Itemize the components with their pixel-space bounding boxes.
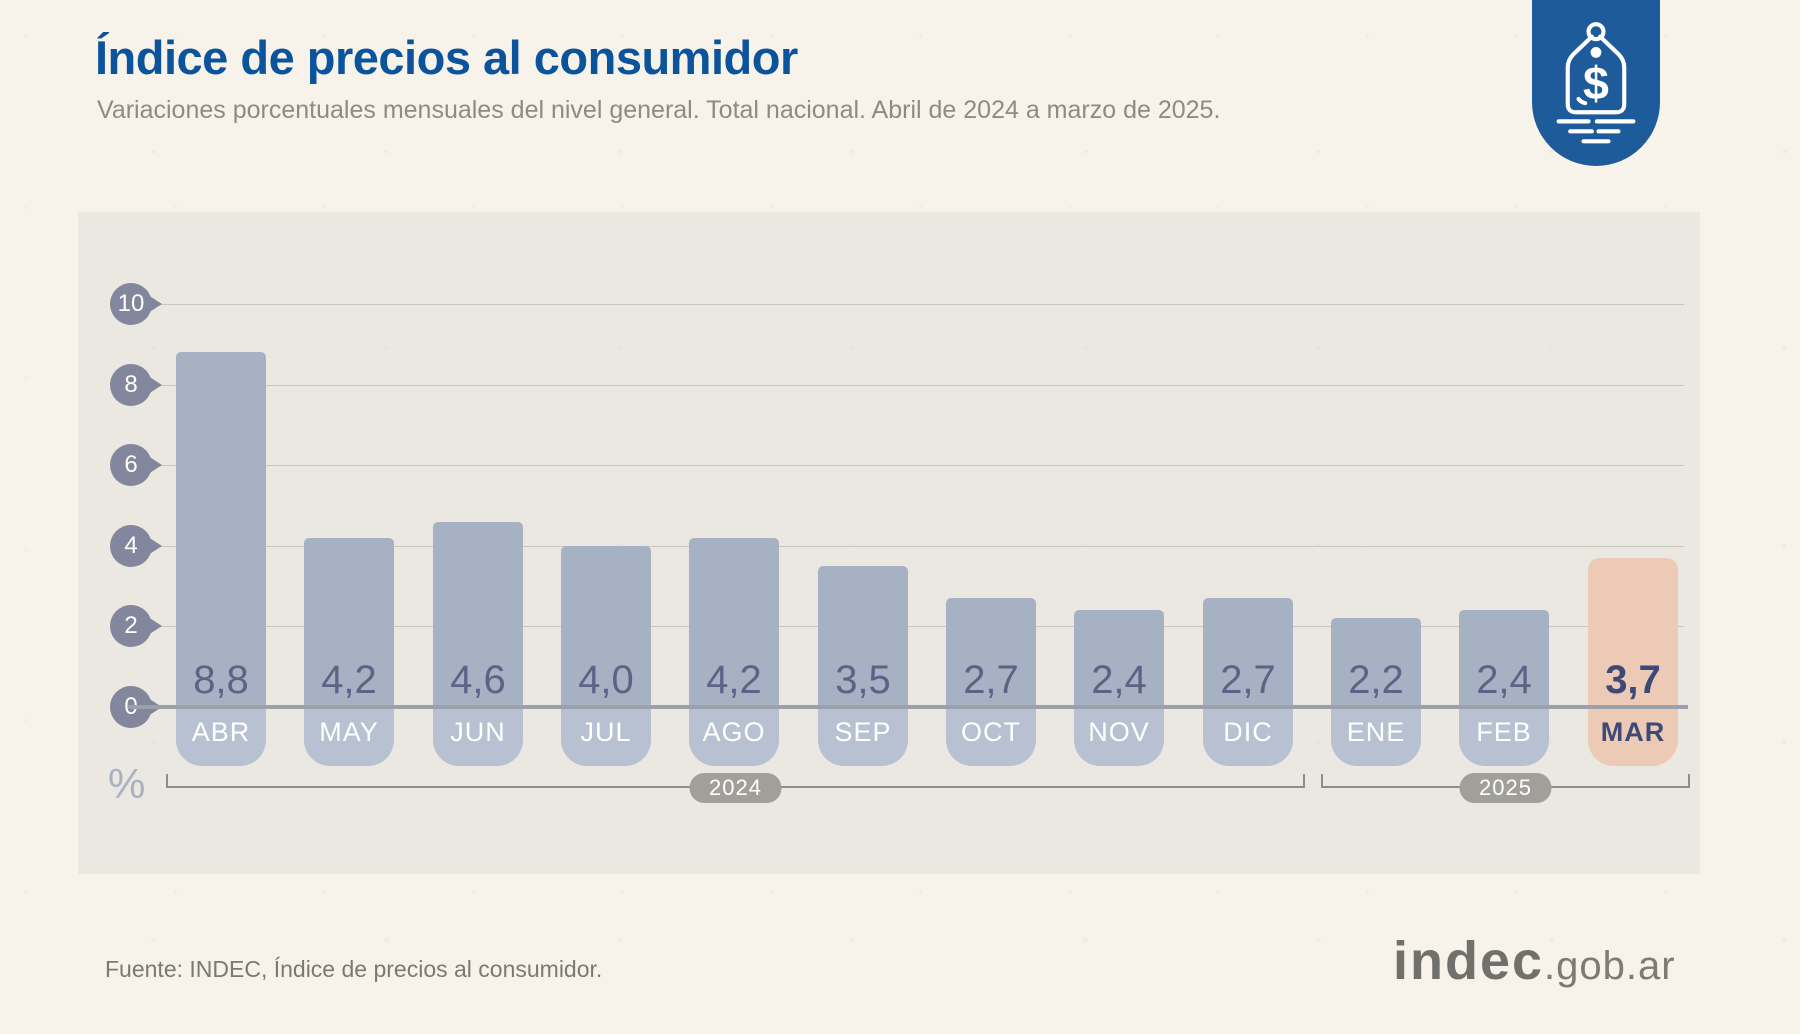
y-tick-label: 6	[124, 451, 138, 479]
bar-value: 2,4	[1091, 658, 1147, 702]
bar-may	[304, 538, 394, 707]
month-label: OCT	[946, 708, 1036, 766]
year-pill: 2024	[689, 773, 782, 803]
y-tick-pin: 10	[110, 283, 152, 325]
month-label: MAR	[1588, 708, 1678, 766]
bar-jul	[561, 546, 651, 707]
bar-value: 4,2	[706, 658, 762, 702]
bar-feb	[1459, 610, 1549, 707]
bar-jun	[433, 522, 523, 707]
bar-dic	[1203, 598, 1293, 707]
y-tick-label: 8	[124, 370, 138, 398]
bar-nov	[1074, 610, 1164, 707]
y-tick-pin: 8	[110, 363, 152, 406]
y-tick-pin: 6	[110, 444, 152, 487]
bar-oct	[946, 598, 1036, 707]
month-label: DIC	[1203, 708, 1293, 766]
bar-value: 4,0	[578, 658, 634, 702]
month-label: JUN	[433, 708, 523, 766]
bar-value: 2,2	[1348, 658, 1404, 702]
price-tag-icon: $	[1556, 22, 1636, 144]
month-label: ABR	[176, 708, 266, 766]
y-tick-label: 2	[124, 612, 138, 640]
bar-value: 3,7	[1605, 658, 1661, 702]
month-label: AGO	[689, 708, 779, 766]
month-label: SEP	[818, 708, 908, 766]
bar-value: 2,7	[963, 658, 1019, 702]
price-tag-badge: $	[1532, 0, 1660, 166]
y-tick-label: 10	[117, 290, 145, 317]
chart-panel: 8,84,24,64,04,23,52,72,42,72,22,43,7 024…	[78, 212, 1700, 874]
bar-value: 8,8	[193, 658, 249, 702]
gridline	[152, 626, 1684, 628]
gridline	[152, 384, 1684, 386]
y-tick-pin: 2	[110, 605, 152, 648]
y-tick-label: 4	[124, 531, 138, 559]
page-subtitle: Variaciones porcentuales mensuales del n…	[97, 96, 1221, 124]
bar-sep	[818, 566, 908, 707]
logo-primary-text: indec	[1393, 931, 1545, 991]
bar-value: 3,5	[835, 658, 891, 702]
month-label: JUL	[561, 708, 651, 766]
bar-value: 2,4	[1476, 658, 1532, 702]
unit-label: %	[108, 760, 146, 807]
bar-value: 4,2	[321, 658, 377, 702]
source-note: Fuente: INDEC, Índice de precios al cons…	[105, 956, 603, 982]
month-label: NOV	[1074, 708, 1164, 766]
indec-logo: indec .gob.ar	[1393, 930, 1676, 992]
bar-ene	[1331, 618, 1421, 707]
month-label: ENE	[1331, 708, 1421, 766]
year-pill: 2025	[1459, 773, 1552, 803]
gridline	[152, 545, 1684, 547]
page-title: Índice de precios al consumidor	[95, 31, 798, 84]
logo-suffix-text: .gob.ar	[1544, 944, 1676, 988]
month-label: MAY	[304, 708, 394, 766]
month-label: FEB	[1459, 708, 1549, 766]
y-tick-pin: 4	[110, 524, 152, 567]
bar-ago	[689, 538, 779, 707]
svg-text:$: $	[1583, 57, 1609, 109]
gridline	[152, 304, 1684, 305]
gridline	[152, 465, 1684, 467]
bar-value: 4,6	[450, 658, 506, 702]
x-axis-line	[128, 705, 1688, 709]
bar-abr	[176, 352, 266, 707]
bar-mar	[1588, 558, 1678, 707]
bar-value: 2,7	[1220, 658, 1276, 702]
